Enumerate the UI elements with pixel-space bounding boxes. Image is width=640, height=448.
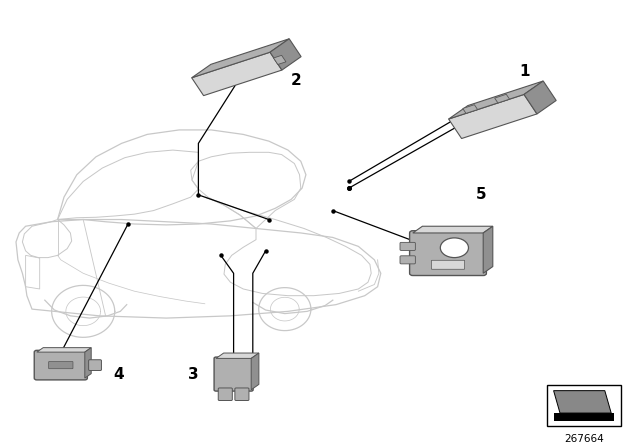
Polygon shape [273, 56, 286, 65]
Polygon shape [449, 81, 543, 119]
Text: 4: 4 [114, 366, 124, 382]
Polygon shape [216, 353, 259, 358]
Bar [554, 413, 614, 421]
Text: 3: 3 [188, 366, 198, 382]
Polygon shape [192, 39, 289, 78]
FancyBboxPatch shape [89, 360, 101, 370]
Polygon shape [37, 348, 92, 352]
FancyBboxPatch shape [410, 231, 486, 276]
FancyBboxPatch shape [35, 350, 88, 380]
Text: 267664: 267664 [564, 434, 604, 444]
Polygon shape [413, 226, 493, 233]
FancyBboxPatch shape [214, 357, 253, 391]
Polygon shape [524, 81, 556, 114]
Polygon shape [85, 348, 92, 378]
Polygon shape [495, 94, 509, 103]
FancyBboxPatch shape [400, 256, 415, 264]
Polygon shape [252, 353, 259, 390]
FancyBboxPatch shape [400, 242, 415, 250]
Polygon shape [192, 52, 282, 95]
Circle shape [440, 238, 468, 258]
Bar [547, 385, 621, 426]
Polygon shape [483, 226, 493, 273]
Polygon shape [463, 105, 477, 113]
FancyBboxPatch shape [218, 388, 232, 401]
FancyBboxPatch shape [49, 362, 73, 369]
Text: 2: 2 [291, 73, 301, 88]
Polygon shape [449, 95, 537, 138]
FancyBboxPatch shape [235, 388, 249, 401]
FancyBboxPatch shape [431, 260, 465, 269]
Text: 1: 1 [520, 64, 530, 79]
Polygon shape [270, 39, 301, 70]
Polygon shape [554, 391, 611, 413]
Text: 5: 5 [476, 187, 486, 202]
